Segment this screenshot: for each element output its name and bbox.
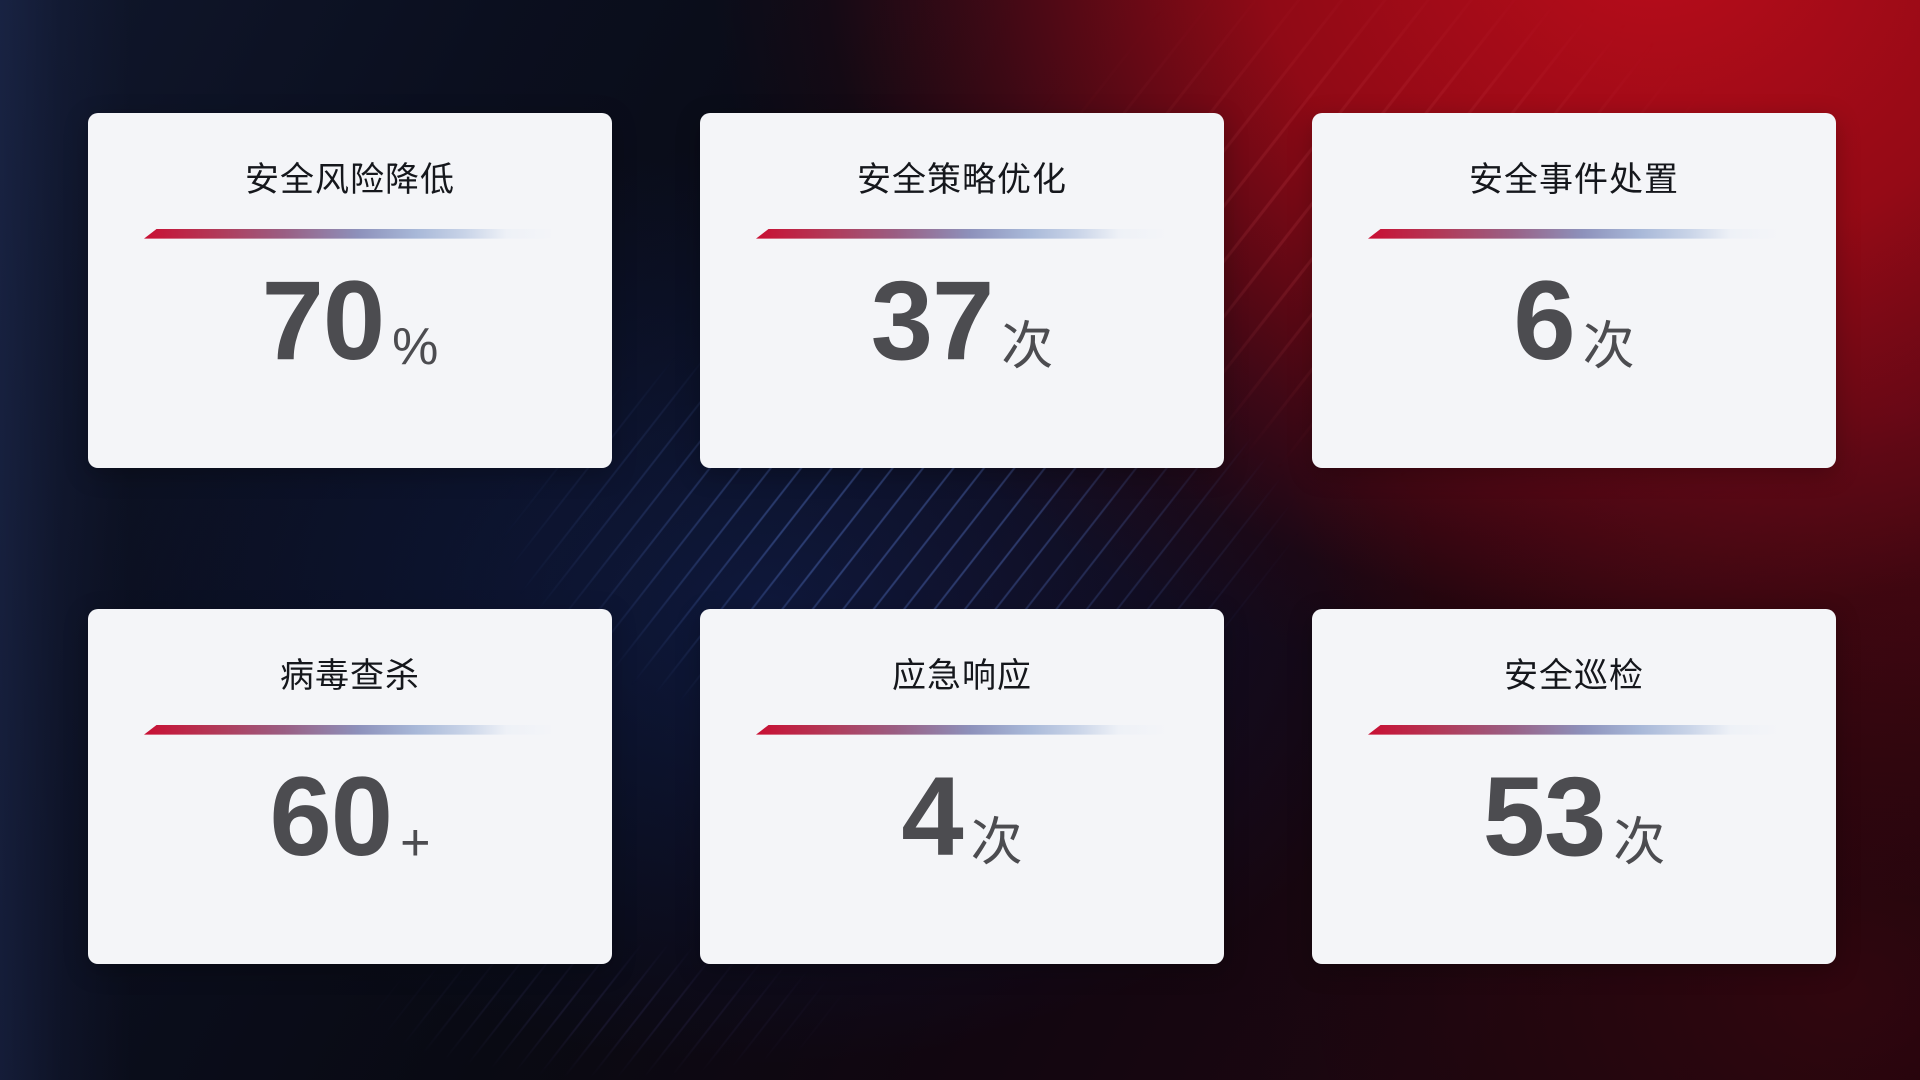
stat-value-row: 37 次	[700, 233, 1224, 468]
stat-cards-grid: 安全风险降低 70 % 安全策略优化 37 次 安全事件处置 6 次 病毒查	[88, 113, 1836, 964]
gradient-divider	[756, 228, 1168, 239]
stat-value-row: 6 次	[1312, 233, 1836, 468]
stat-card-title: 安全风险降低	[245, 161, 455, 199]
stat-card-incident-handling: 安全事件处置 6 次	[1312, 113, 1836, 468]
stat-card-title: 安全策略优化	[857, 161, 1067, 199]
stat-card-policy-optimization: 安全策略优化 37 次	[700, 113, 1224, 468]
stat-unit: +	[400, 814, 431, 873]
stat-card-emergency-response: 应急响应 4 次	[700, 609, 1224, 964]
stat-card-title: 安全事件处置	[1469, 161, 1679, 199]
gradient-divider	[144, 724, 556, 735]
stat-value: 37	[870, 258, 995, 384]
stat-value: 53	[1482, 754, 1607, 880]
stat-value-row: 4 次	[700, 729, 1224, 964]
stat-card-title: 病毒查杀	[280, 657, 420, 695]
stat-value: 60	[269, 754, 394, 880]
stat-value-row: 53 次	[1312, 729, 1836, 964]
stat-card-risk-reduction: 安全风险降低 70 %	[88, 113, 612, 468]
gradient-divider	[144, 228, 556, 239]
gradient-divider	[1368, 724, 1780, 735]
stat-card-title: 安全巡检	[1504, 657, 1644, 695]
stat-value: 6	[1513, 258, 1575, 384]
stat-card-virus-scan: 病毒查杀 60 +	[88, 609, 612, 964]
stat-unit: 次	[970, 814, 1023, 873]
stat-unit: %	[392, 318, 439, 377]
stat-value: 70	[261, 258, 386, 384]
stat-value-row: 70 %	[88, 233, 612, 468]
stat-unit: 次	[1613, 814, 1666, 873]
stat-value: 4	[901, 754, 963, 880]
stat-card-security-inspection: 安全巡检 53 次	[1312, 609, 1836, 964]
stat-unit: 次	[1582, 318, 1635, 377]
stat-value-row: 60 +	[88, 729, 612, 964]
gradient-divider	[1368, 228, 1780, 239]
stat-card-title: 应急响应	[892, 657, 1032, 695]
stat-unit: 次	[1001, 318, 1054, 377]
gradient-divider	[756, 724, 1168, 735]
